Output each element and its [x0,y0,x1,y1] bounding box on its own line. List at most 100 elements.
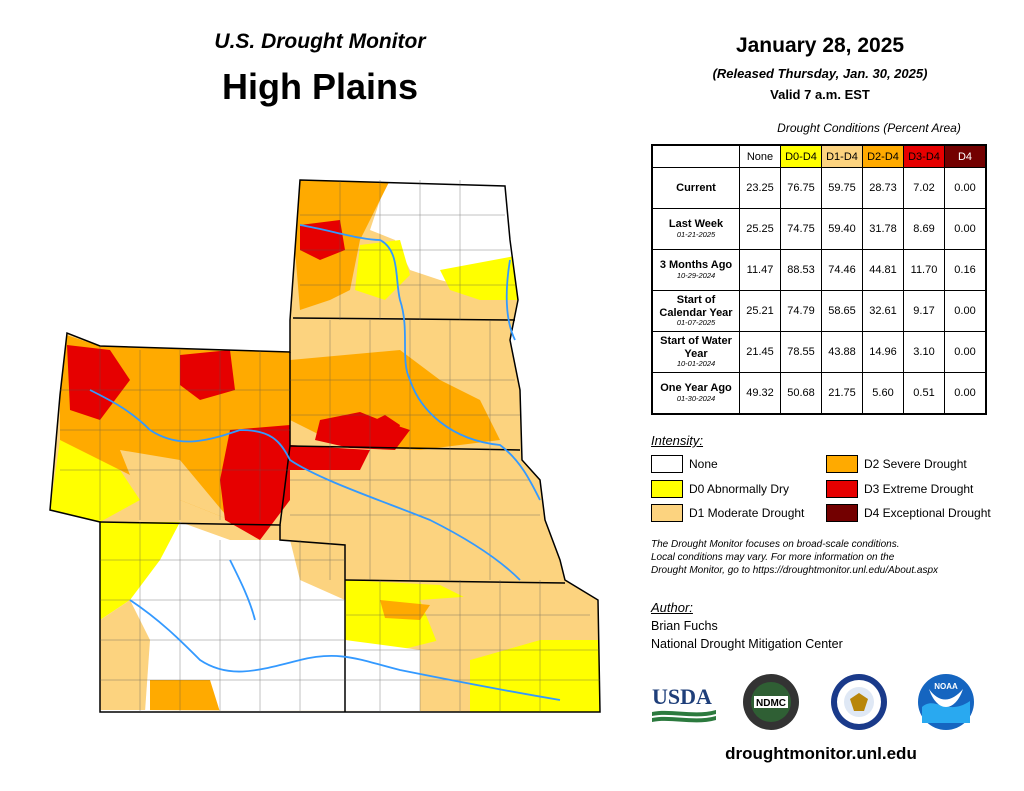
table-corner [652,145,740,168]
table-cell: 0.00 [944,331,987,373]
table-caption: Drought Conditions (Percent Area) [777,121,961,135]
table-cell: 7.02 [903,167,945,209]
noaa-logo-icon[interactable]: NOAA [917,673,975,731]
table-cell: 3.10 [903,331,945,373]
disclaimer: The Drought Monitor focuses on broad-sca… [651,538,1011,577]
usda-logo-text: USDA [652,684,712,709]
noaa-logo-text: NOAA [934,682,958,691]
legend-item-d2: D2 Severe Drought [826,455,967,473]
wy-d3-east [220,425,290,540]
disclaimer-line: The Drought Monitor focuses on broad-sca… [651,539,900,550]
row-label-text: 3 Months Ago [659,259,733,272]
row-label: 3 Months Ago 10-29-2024 [651,249,740,291]
table-cell: 28.73 [862,167,904,209]
table-cell: 0.00 [944,167,987,209]
table-cell: 44.81 [862,249,904,291]
wy-d3-north [180,350,235,400]
legend-swatch-d3 [826,480,858,498]
author-name: Brian Fuchs [651,619,718,633]
rivers [89,224,561,701]
row-label: Start of Water Year 10-01-2024 [651,331,740,373]
ndmc-seal-text: NDMC [756,698,786,709]
usda-logo[interactable]: USDA [650,680,720,726]
table-cell: 49.32 [739,372,781,415]
legend-swatch-d4 [826,504,858,522]
table-cell: 32.61 [862,290,904,332]
row-label-text: Start of Calendar Year [659,294,733,319]
table-cell: 11.70 [903,249,945,291]
row-label: Last Week 01-21-2025 [651,208,740,250]
table-cell: 74.46 [821,249,863,291]
column-header-d3-d4: D3-D4 [903,144,945,168]
table-cell: 0.00 [944,372,987,415]
region-title: High Plains [221,66,419,107]
row-date: 01-30-2024 [676,394,716,403]
legend-label-d3: D3 Extreme Drought [864,482,974,496]
table-cell: 25.25 [739,208,781,250]
table-cell: 11.47 [739,249,781,291]
co-d1-southwest [100,600,150,712]
table-cell: 31.78 [862,208,904,250]
table-row: Start of Calendar Year 01-07-2025 25.21 74.… [651,290,987,332]
row-label-text: Current [676,181,716,194]
legend-label-d0: D0 Abnormally Dry [689,482,790,496]
legend-item-none: None [651,455,718,473]
row-label: One Year Ago 01-30-2024 [651,372,740,415]
legend-label-d4: D4 Exceptional Drought [864,506,991,520]
release-date: (Released Thursday, Jan. 30, 2025) [712,66,928,81]
map-date: January 28, 2025 [735,34,905,57]
county-lines [60,180,600,712]
table-cell: 14.96 [862,331,904,373]
column-header-d4: D4 [944,144,987,168]
ndmc-seal-icon[interactable]: NDMC [742,673,800,731]
table-cell: 9.17 [903,290,945,332]
legend-swatch-none [651,455,683,473]
table-cell: 76.75 [780,167,822,209]
row-label-text: One Year Ago [660,382,732,395]
author-org: National Drought Mitigation Center [651,637,843,651]
legend-label-none: None [689,457,718,471]
table-cell: 0.00 [944,290,987,332]
table-cell: 23.25 [739,167,781,209]
ks-none-southwest [345,640,420,712]
legend-swatch-d1 [651,504,683,522]
column-header-d1-d4: D1-D4 [821,144,863,168]
wy-d0-west [50,440,140,522]
sd-d3-small [365,415,400,440]
commerce-seal-icon[interactable] [830,673,888,731]
legend-item-d3: D3 Extreme Drought [826,480,973,498]
row-date: 10-29-2024 [676,271,716,280]
row-date: 10-01-2024 [676,359,716,369]
disclaimer-line[interactable]: Drought Monitor, go to https://droughtmo… [651,565,939,576]
table-cell: 74.75 [780,208,822,250]
row-label-text: Last Week [668,218,724,231]
row-date: 01-21-2025 [676,230,716,239]
website-link[interactable]: droughtmonitor.unl.edu [725,744,917,763]
table-row: Start of Water Year 10-01-2024 21.45 78.55 4… [651,331,987,373]
table-row: Last Week 01-21-2025 25.25 74.75 59.40 31.78 8… [651,208,987,250]
table-cell: 0.00 [944,208,987,250]
legend-label-d1: D1 Moderate Drought [689,506,805,520]
table-cell: 25.21 [739,290,781,332]
legend-label-d2: D2 Severe Drought [864,457,967,471]
sd-d3-area [315,412,410,450]
wy-d1-south [120,450,230,520]
row-label: Current [651,167,740,209]
valid-time: Valid 7 a.m. EST [770,87,870,102]
table-cell: 5.60 [862,372,904,415]
disclaimer-line: Local conditions may vary. For more info… [651,552,895,563]
legend-item-d4: D4 Exceptional Drought [826,504,991,522]
column-header-none: None [739,144,781,168]
legend-title: Intensity: [651,433,704,448]
legend-swatch-d2 [826,455,858,473]
table-row: 3 Months Ago 10-29-2024 11.47 88.53 74.46 44.… [651,249,987,291]
legend-swatch-d0 [651,480,683,498]
legend-item-d1: D1 Moderate Drought [651,504,804,522]
table-cell: 59.40 [821,208,863,250]
table-cell: 59.75 [821,167,863,209]
column-header-d0-d4: D0-D4 [780,144,822,168]
table-cell: 0.16 [944,249,987,291]
drought-conditions-table: None D0-D4 D1-D4 D2-D4 D3-D4 D4 Current 23.25 76… [651,144,987,415]
usdm-title: U.S. Drought Monitor [214,30,426,53]
table-cell: 88.53 [780,249,822,291]
